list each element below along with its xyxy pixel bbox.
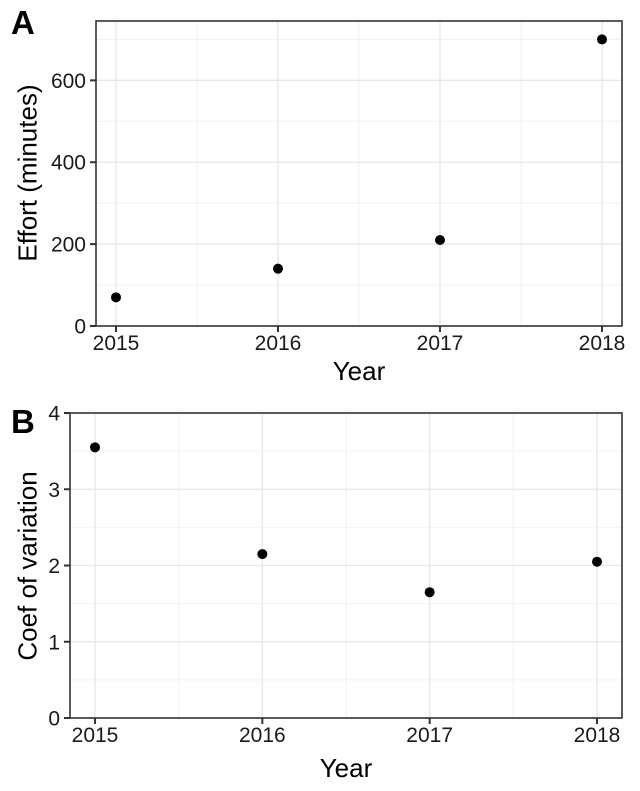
y-tick-label: 0	[48, 708, 60, 731]
x-tick-label: 2016	[239, 724, 286, 747]
y-tick-label: 400	[51, 152, 86, 175]
data-point	[257, 549, 268, 560]
x-tick-label: 2017	[406, 724, 453, 747]
panel-a: A Effort (minutes) 2015 2016 2017 2018 0 200 4…	[0, 0, 640, 391]
data-point	[597, 34, 607, 45]
y-tick-label: 0	[74, 316, 86, 339]
y-tick-label: 600	[51, 70, 86, 93]
y-tick-label: 4	[48, 403, 60, 426]
x-tick-label: 2015	[72, 724, 119, 747]
x-tick-label: 2017	[417, 332, 464, 355]
y-tick-label: 2	[48, 555, 60, 578]
data-point	[592, 556, 602, 567]
data-point	[273, 263, 283, 274]
panel-b-scatter-plot: 2015 2016 2017 2018 0 1 2 3 4	[48, 403, 623, 747]
data-point	[111, 292, 121, 303]
panel-a-label: A	[11, 4, 35, 41]
data-point	[435, 235, 445, 246]
y-tick-label: 3	[48, 479, 60, 502]
panel-b-label: B	[11, 403, 35, 440]
panel-b-x-axis-title: Year	[319, 753, 373, 783]
x-tick-label: 2018	[579, 332, 626, 355]
data-point	[90, 442, 100, 453]
x-tick-label: 2016	[255, 332, 302, 355]
data-point	[424, 587, 435, 598]
y-tick-label: 200	[51, 234, 86, 257]
x-tick-label: 2018	[574, 724, 621, 747]
panel-a-scatter-plot: 2015 2016 2017 2018 0 200 400 600	[51, 20, 626, 355]
panel-a-x-axis-title: Year	[332, 356, 386, 386]
x-tick-label: 2015	[93, 332, 140, 355]
y-tick-label: 1	[48, 631, 60, 654]
panel-border	[95, 20, 623, 327]
panel-b: B Coef of variation 2015 2016 2017 2018 0 1 2 3…	[0, 391, 640, 791]
